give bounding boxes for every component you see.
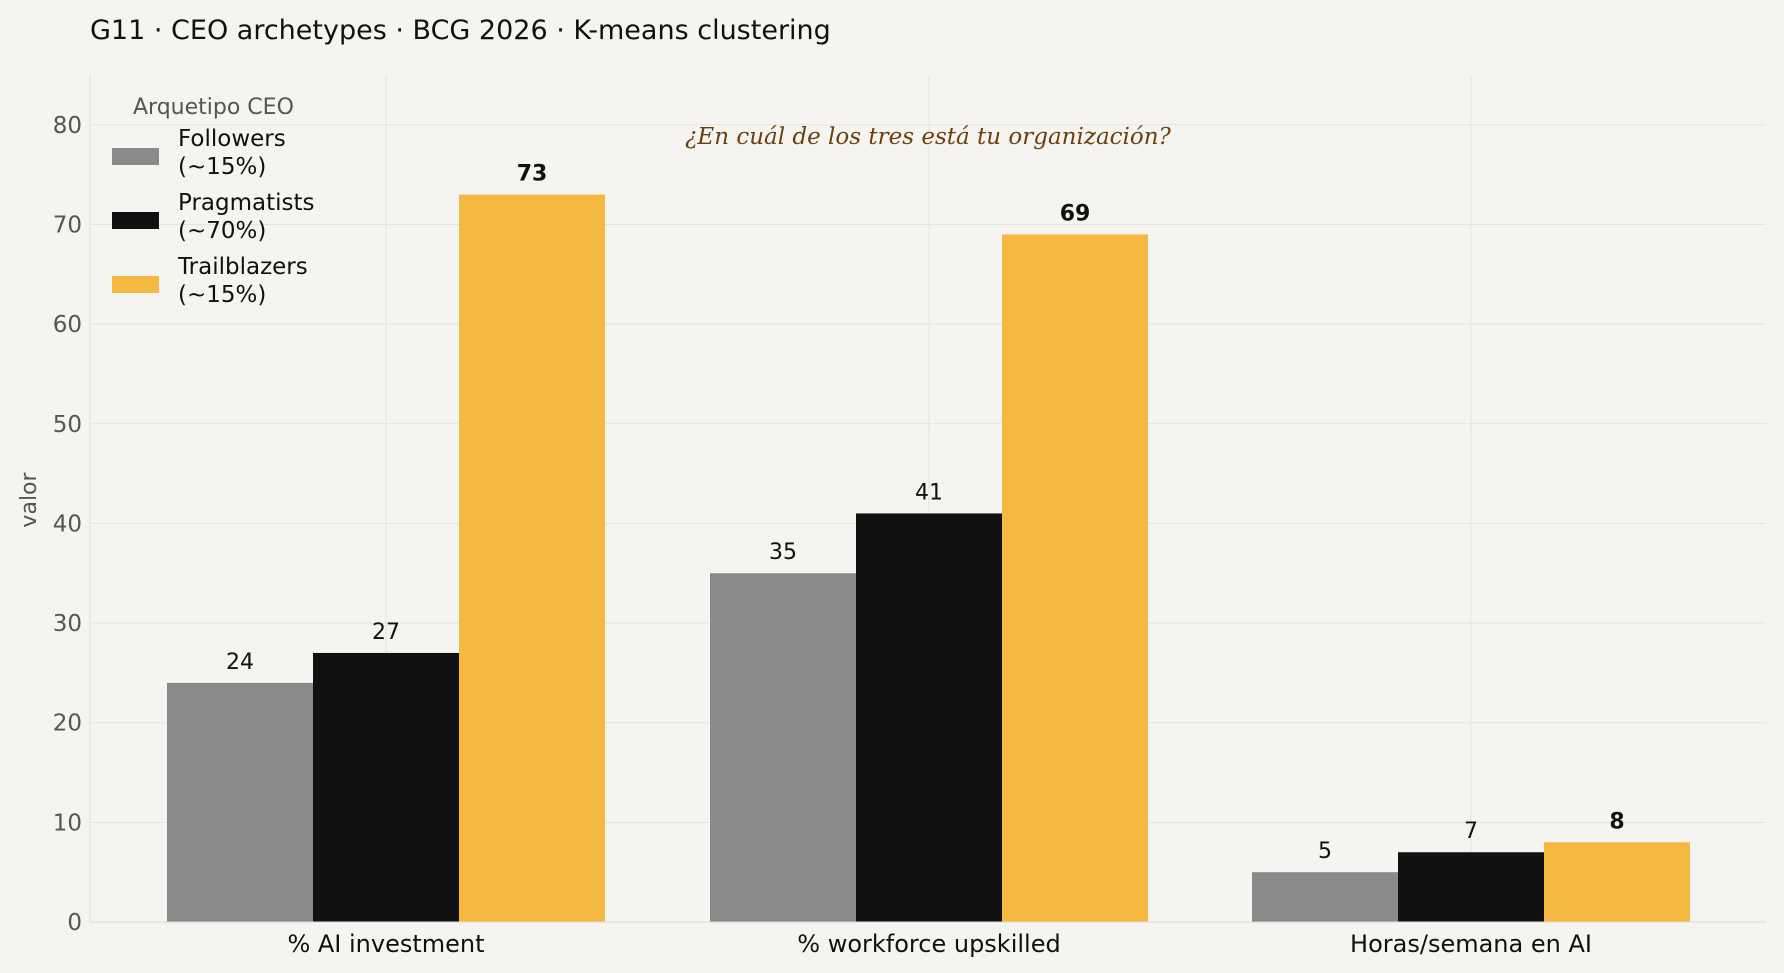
legend-title: Arquetipo CEO [133, 95, 294, 120]
y-tick-label: 0 [67, 910, 82, 936]
chart-title: G11 · CEO archetypes · BCG 2026 · K-mean… [90, 15, 831, 46]
legend-label: Trailblazers [177, 254, 308, 280]
x-tick-label: Horas/semana en AI [1350, 930, 1592, 958]
axes: 0 10 20 30 40 50 60 70 80 % AI investment % workfo… [53, 75, 1766, 958]
bar-trailblazers [459, 194, 605, 922]
bar-value-label: 24 [226, 650, 254, 675]
legend-swatch [112, 148, 159, 165]
legend-label: Pragmatists [178, 190, 315, 216]
bar-trailblazers [1002, 234, 1148, 922]
bar-pragmatists [313, 652, 459, 922]
y-axis-label: valor [17, 471, 42, 527]
bar-value-label: 8 [1609, 809, 1624, 834]
y-tick-label: 10 [53, 810, 82, 836]
bars: 24 35 5 27 41 7 73 69 8 [167, 162, 1690, 922]
bar-value-label: 5 [1318, 839, 1332, 864]
bar-trailblazers [1544, 842, 1690, 922]
y-tick-label: 60 [53, 312, 82, 338]
x-tick-label: % AI investment [287, 930, 484, 958]
bar-pragmatists [856, 513, 1002, 922]
bar-value-label: 35 [769, 540, 797, 565]
bar-value-label: 7 [1464, 819, 1478, 844]
legend-label-share: (~15%) [178, 154, 266, 180]
legend-swatch [112, 276, 159, 293]
bar-followers [710, 573, 856, 922]
bar-value-label: 41 [915, 480, 943, 505]
legend-label-share: (~15%) [178, 282, 266, 308]
bar-value-label: 27 [372, 620, 400, 645]
legend-item-followers: Followers(~15%) [112, 126, 286, 180]
y-tick-label: 70 [53, 212, 82, 238]
legend: Arquetipo CEO Followers(~15%)Pragmatists… [112, 95, 315, 308]
legend-label-share: (~70%) [178, 218, 266, 244]
bar-followers [1252, 872, 1398, 922]
legend-item-pragmatists: Pragmatists(~70%) [112, 190, 315, 244]
legend-item-trailblazers: Trailblazers(~15%) [112, 254, 308, 308]
y-tick-label: 50 [53, 412, 82, 438]
chart-annotation: ¿En cuál de los tres está tu organizació… [685, 124, 1171, 150]
y-tick-label: 80 [53, 113, 82, 139]
legend-label: Followers [178, 126, 286, 152]
y-tick-label: 30 [53, 611, 82, 637]
bar-followers [167, 682, 313, 922]
legend-swatch [112, 212, 159, 229]
y-tick-label: 20 [53, 711, 82, 737]
bar-value-label: 69 [1060, 201, 1091, 226]
y-tick-label: 40 [53, 511, 82, 537]
x-tick-label: % workforce upskilled [797, 930, 1060, 958]
bar-pragmatists [1398, 852, 1544, 922]
bar-value-label: 73 [517, 162, 548, 187]
